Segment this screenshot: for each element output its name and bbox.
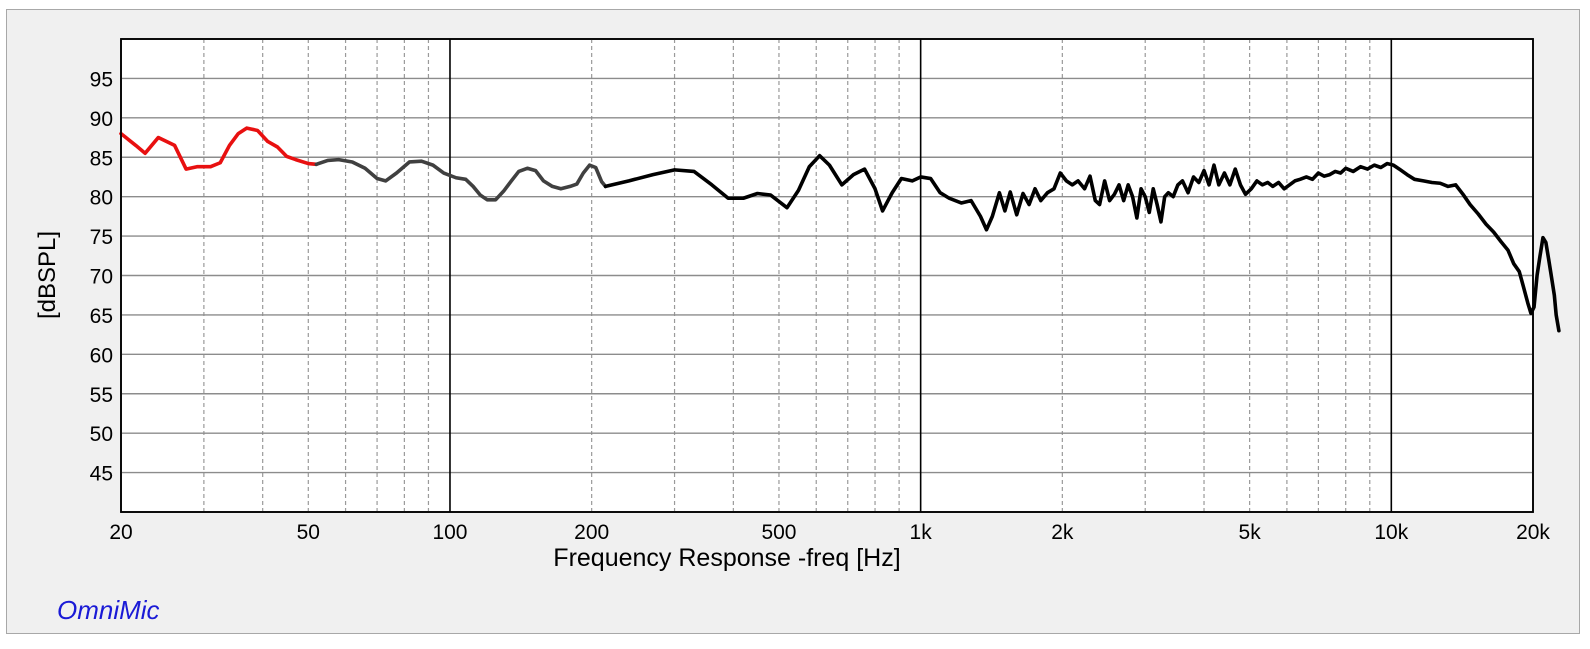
y-tick-label-70: 70: [90, 266, 113, 289]
y-tick-labels: 45 50 55 60 65 70 75 80 85 90 95: [90, 68, 113, 485]
x-tick-label-1k: 1k: [910, 521, 933, 544]
x-axis-label: Frequency Response -freq [Hz]: [553, 544, 900, 572]
x-tick-label-20: 20: [109, 521, 132, 544]
x-tick-label-20k: 20k: [1516, 521, 1550, 544]
x-tick-label-200: 200: [574, 521, 609, 544]
y-tick-label-80: 80: [90, 187, 113, 210]
x-tick-label-5k: 5k: [1239, 521, 1262, 544]
plot-border: [120, 38, 1534, 513]
y-tick-label-60: 60: [90, 344, 113, 367]
y-tick-label-90: 90: [90, 108, 113, 131]
y-axis-label: [dBSPL]: [34, 231, 61, 319]
x-tick-labels: 20 50 100 200 500 1k 2k 5k 10k 20k: [109, 521, 1550, 544]
x-tick-label-100: 100: [432, 521, 467, 544]
series-line-2: [603, 153, 1561, 333]
frequency-response-chart: 45 50 55 60 65 70 75 80 85 90 95 20 50 100 200 500 1k 2k…: [34, 38, 1561, 572]
series-layer: [119, 126, 1561, 333]
x-tick-label-10k: 10k: [1374, 521, 1408, 544]
y-tick-label-50: 50: [90, 423, 113, 446]
y-tick-label-85: 85: [90, 147, 113, 170]
y-tick-label-55: 55: [90, 384, 113, 407]
series-line-1: [314, 157, 608, 202]
y-tick-label-65: 65: [90, 305, 113, 328]
y-tick-label-95: 95: [90, 68, 113, 91]
grid-major: [121, 39, 1533, 512]
x-tick-label-50: 50: [297, 521, 320, 544]
series-line-0: [119, 126, 319, 171]
y-tick-label-45: 45: [90, 463, 113, 486]
x-tick-label-2k: 2k: [1051, 521, 1074, 544]
y-tick-label-75: 75: [90, 226, 113, 249]
omnimic-logo-text: OmniMic: [57, 595, 160, 625]
x-tick-label-500: 500: [761, 521, 796, 544]
chart-window: 45 50 55 60 65 70 75 80 85 90 95 20 50 100 200 500 1k 2k…: [6, 9, 1580, 634]
